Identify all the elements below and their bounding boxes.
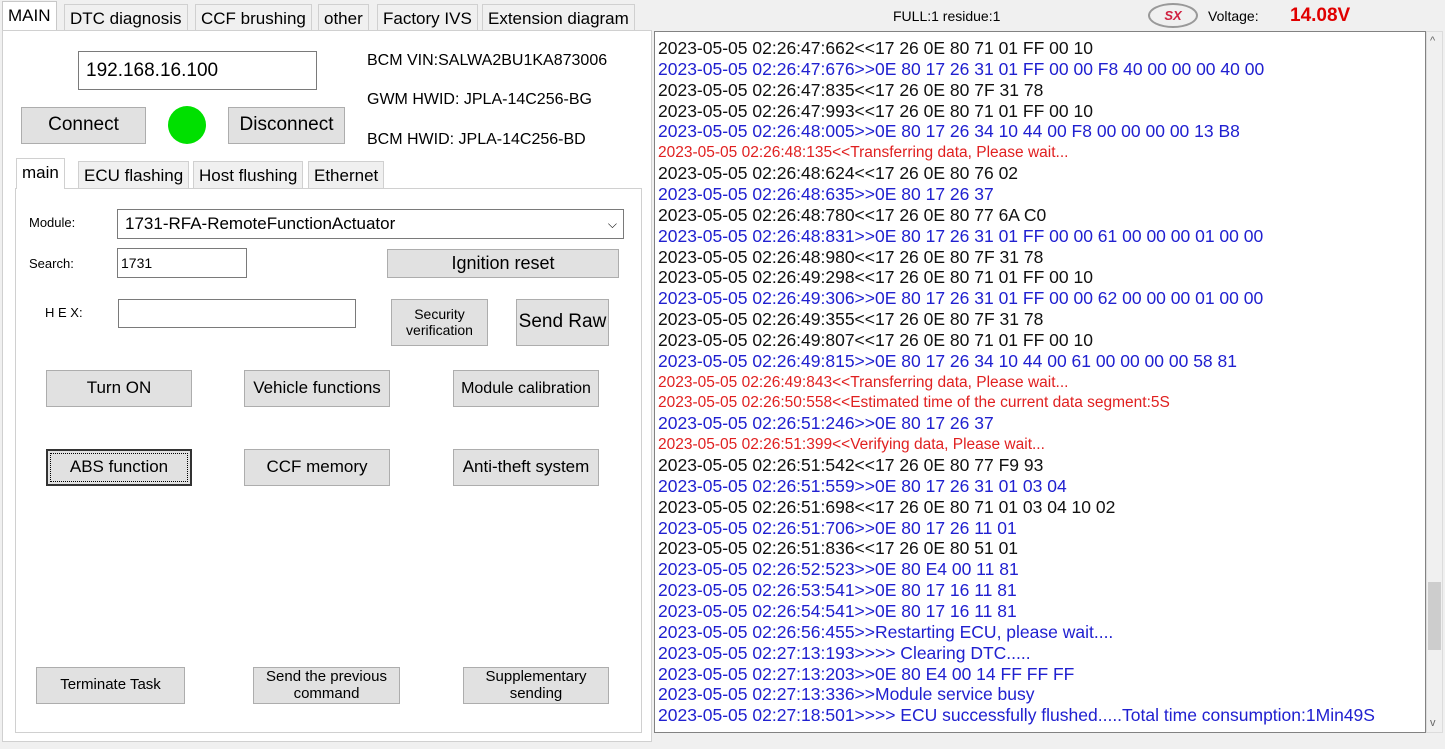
ip-address-input[interactable]: 192.168.16.100 [78, 51, 317, 90]
log-line: 2023-05-05 02:26:49:843<<Transferring da… [658, 373, 1069, 391]
log-line: 2023-05-05 02:26:51:836<<17 26 0E 80 51 … [658, 538, 1019, 559]
log-line: 2023-05-05 02:26:51:706>>0E 80 17 26 11 … [658, 517, 1017, 538]
subtab-main[interactable]: main [16, 158, 65, 189]
log-line: 2023-05-05 02:26:49:815>>0E 80 17 26 34 … [658, 350, 1237, 371]
log-line: 2023-05-05 02:27:13:193>>>> Clearing DTC… [658, 642, 1031, 663]
hex-input[interactable] [118, 299, 356, 328]
ccf-memory-button[interactable]: CCF memory [244, 449, 390, 486]
module-select[interactable]: 1731-RFA-RemoteFunctionActuator ⌵ [117, 209, 624, 239]
send-previous-command-button[interactable]: Send the previous command [253, 667, 400, 704]
log-line: 2023-05-05 02:26:47:662<<17 26 0E 80 71 … [658, 38, 1093, 58]
log-line: 2023-05-05 02:26:49:306>>0E 80 17 26 31 … [658, 288, 1264, 309]
turn-on-button[interactable]: Turn ON [46, 370, 192, 407]
terminate-task-button[interactable]: Terminate Task [36, 667, 185, 704]
log-line: 2023-05-05 02:26:52:523>>0E 80 E4 00 11 … [658, 559, 1019, 580]
subtab-ethernet[interactable]: Ethernet [308, 161, 385, 188]
log-line: 2023-05-05 02:26:48:831>>0E 80 17 26 31 … [658, 225, 1264, 246]
tab-factory-ivs[interactable]: Factory IVS [377, 4, 478, 30]
log-line: 2023-05-05 02:26:54:541>>0E 80 17 16 11 … [658, 600, 1017, 621]
supplementary-sending-button[interactable]: Supplementary sending [463, 667, 609, 704]
disconnect-button[interactable]: Disconnect [228, 107, 345, 144]
search-input[interactable]: 1731 [117, 248, 247, 278]
module-value: 1731-RFA-RemoteFunctionActuator [125, 214, 396, 233]
vehicle-functions-button[interactable]: Vehicle functions [244, 370, 390, 407]
tab-main[interactable]: MAIN [2, 1, 57, 31]
tab-dtc-diagnosis[interactable]: DTC diagnosis [64, 4, 188, 30]
abs-function-button[interactable]: ABS function [46, 449, 192, 486]
subtab-ecu-flashing[interactable]: ECU flashing [78, 161, 190, 188]
tab-ccf-brushing[interactable]: CCF brushing [195, 4, 312, 30]
log-line: 2023-05-05 02:27:13:336>>Module service … [658, 684, 1035, 705]
log-line: 2023-05-05 02:26:50:558<<Estimated time … [658, 394, 1170, 412]
tab-extension-diagram[interactable]: Extension diagram [482, 4, 635, 30]
log-line: 2023-05-05 02:26:51:399<<Verifying data,… [658, 436, 1045, 454]
log-output[interactable]: 2023-05-05 02:26:47:662<<17 26 0E 80 71 … [654, 31, 1426, 733]
log-line: 2023-05-05 02:26:51:698<<17 26 0E 80 71 … [658, 496, 1116, 517]
tab-other[interactable]: other [318, 4, 369, 30]
security-verification-button[interactable]: Security verification [391, 299, 488, 346]
log-line: 2023-05-05 02:26:48:135<<Transferring da… [658, 144, 1069, 162]
hex-label: H E X: [45, 305, 83, 320]
log-line: 2023-05-05 02:26:49:298<<17 26 0E 80 71 … [658, 267, 1093, 288]
log-line: 2023-05-05 02:26:48:780<<17 26 0E 80 77 … [658, 204, 1047, 225]
ignition-reset-button[interactable]: Ignition reset [387, 249, 619, 278]
gwm-hwid: GWM HWID: JPLA-14C256-BG [367, 91, 592, 108]
full-residue-status: FULL:1 residue:1 [893, 8, 1001, 24]
scroll-down-icon[interactable]: v [1430, 717, 1436, 729]
chevron-down-icon: ⌵ [607, 216, 617, 231]
log-line: 2023-05-05 02:27:13:203>>0E 80 E4 00 14 … [658, 663, 1075, 684]
module-label: Module: [29, 215, 76, 230]
subtab-host-flushing[interactable]: Host flushing [193, 161, 304, 188]
bcm-hwid: BCM HWID: JPLA-14C256-BD [367, 131, 586, 148]
log-line: 2023-05-05 02:26:49:807<<17 26 0E 80 71 … [658, 329, 1093, 350]
log-line: 2023-05-05 02:26:49:355<<17 26 0E 80 7F … [658, 309, 1044, 330]
sx-logo: SX [1148, 3, 1198, 28]
log-line: 2023-05-05 02:26:53:541>>0E 80 17 16 11 … [658, 580, 1017, 601]
anti-theft-system-button[interactable]: Anti-theft system [453, 449, 599, 486]
log-line: 2023-05-05 02:26:48:005>>0E 80 17 26 34 … [658, 121, 1240, 142]
connection-status-indicator [168, 106, 206, 144]
scrollbar-thumb[interactable] [1428, 582, 1441, 650]
log-line: 2023-05-05 02:26:56:455>>Restarting ECU,… [658, 621, 1114, 642]
log-line: 2023-05-05 02:26:47:993<<17 26 0E 80 71 … [658, 100, 1093, 121]
log-line: 2023-05-05 02:26:48:624<<17 26 0E 80 76 … [658, 163, 1019, 184]
scroll-up-icon[interactable]: ^ [1430, 35, 1436, 47]
send-raw-button[interactable]: Send Raw [516, 299, 609, 346]
voltage-label: Voltage: [1208, 8, 1259, 24]
bcm-vin: BCM VIN:SALWA2BU1KA873006 [367, 52, 608, 69]
log-line: 2023-05-05 02:26:51:542<<17 26 0E 80 77 … [658, 455, 1044, 475]
log-line: 2023-05-05 02:26:47:835<<17 26 0E 80 7F … [658, 79, 1044, 100]
module-calibration-button[interactable]: Module calibration [453, 370, 599, 407]
log-line: 2023-05-05 02:26:51:559>>0E 80 17 26 31 … [658, 475, 1067, 496]
log-line: 2023-05-05 02:26:47:676>>0E 80 17 26 31 … [658, 58, 1265, 79]
log-line: 2023-05-05 02:26:48:635>>0E 80 17 26 37 [658, 183, 994, 204]
log-line: 2023-05-05 02:26:51:246>>0E 80 17 26 37 [658, 413, 994, 434]
log-line: 2023-05-05 02:26:48:980<<17 26 0E 80 7F … [658, 246, 1044, 267]
connect-button[interactable]: Connect [21, 107, 146, 144]
log-scrollbar[interactable]: ^ v [1426, 31, 1443, 733]
search-label: Search: [29, 256, 74, 271]
voltage-value: 14.08V [1290, 5, 1351, 26]
log-line: 2023-05-05 02:27:18:501>>>> ECU successf… [658, 705, 1375, 726]
